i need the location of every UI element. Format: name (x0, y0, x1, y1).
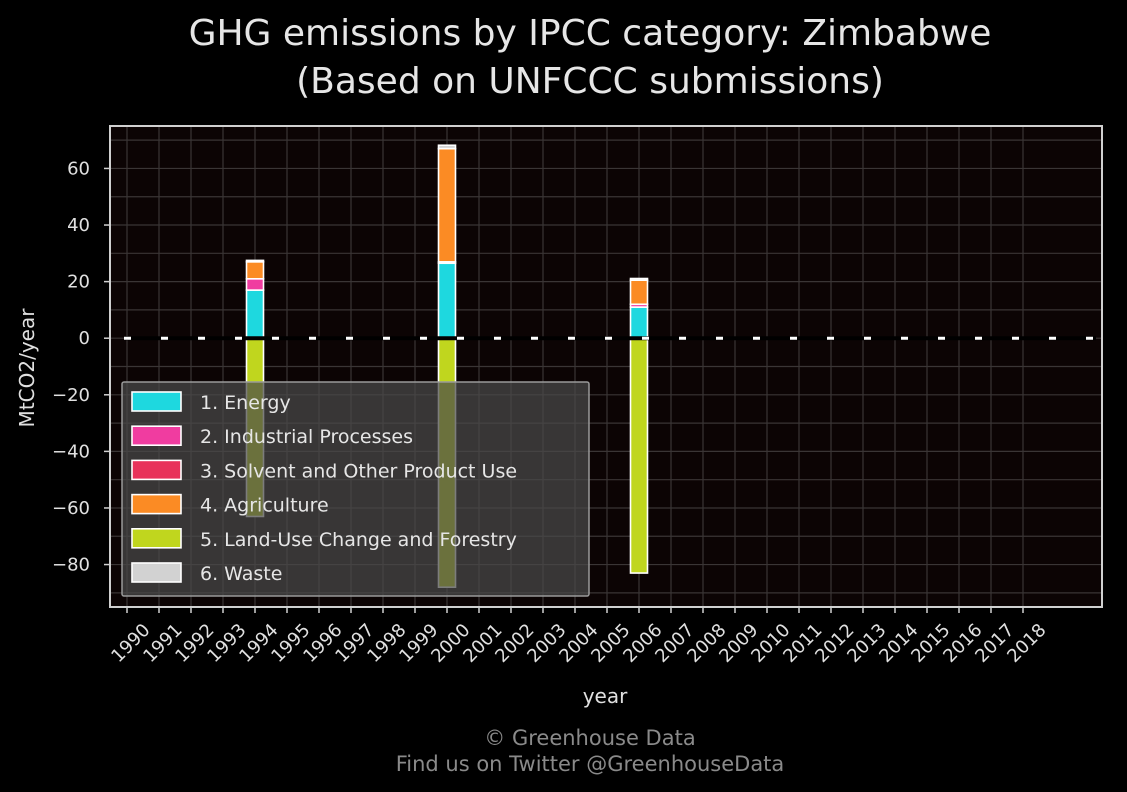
y-tick-label: 60 (67, 158, 90, 179)
legend-label: 5. Land-Use Change and Forestry (200, 529, 517, 551)
x-axis-label: year (583, 684, 628, 708)
bar-segment (245, 277, 265, 291)
y-axis-ticks: 60 40 20 0 −20 −40 −60 −80 (52, 158, 110, 576)
y-tick-label: −80 (52, 555, 90, 576)
bar-segment (629, 279, 649, 306)
bar-segment (245, 289, 265, 340)
bar-segment (437, 144, 457, 150)
credit-line1: © Greenhouse Data (484, 726, 695, 750)
y-tick-label: 20 (67, 272, 90, 293)
legend-label: 4. Agriculture (200, 495, 329, 517)
chart-title-line2: (Based on UNFCCC submissions) (296, 61, 884, 102)
y-axis-label: MtCO2/year (15, 308, 39, 428)
y-tick-label: −60 (52, 498, 90, 519)
y-tick-label: 40 (67, 215, 90, 236)
bar-segment (245, 259, 265, 263)
legend: 1. Energy 2. Industrial Processes 3. Solve… (121, 381, 590, 597)
legend-box (121, 381, 590, 597)
bar-segment (245, 261, 265, 280)
bar-segment (437, 262, 457, 340)
legend-swatch (131, 425, 182, 447)
legend-label: 6. Waste (200, 563, 282, 585)
y-tick-label: −20 (52, 385, 90, 406)
y-tick-label: −40 (52, 441, 90, 462)
plot-frame (109, 125, 1103, 608)
bar-segment (629, 277, 649, 282)
y-tick-label: 0 (79, 328, 90, 349)
legend-swatch (131, 391, 182, 412)
bar-segment (629, 306, 649, 340)
legend-label: 3. Solvent and Other Product Use (200, 460, 517, 482)
bar-segment (437, 147, 457, 263)
legend-label: 2. Industrial Processes (200, 426, 413, 448)
legend-swatch (131, 493, 182, 515)
credit-line2: Find us on Twitter @GreenhouseData (396, 752, 785, 776)
legend-swatch (131, 527, 182, 549)
bar-segment (629, 337, 649, 574)
chart-title-line1: GHG emissions by IPCC category: Zimbabwe (189, 13, 992, 54)
legend-swatch (131, 562, 182, 583)
legend-label: 1. Energy (200, 392, 291, 414)
legend-swatch (131, 459, 182, 481)
